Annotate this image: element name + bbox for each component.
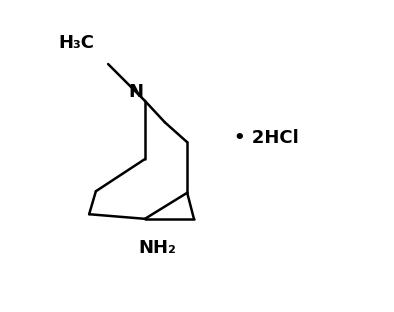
Text: H₃C: H₃C (58, 34, 94, 51)
Text: N: N (129, 83, 144, 101)
Text: • 2HCl: • 2HCl (234, 129, 299, 147)
Text: NH₂: NH₂ (138, 239, 176, 257)
